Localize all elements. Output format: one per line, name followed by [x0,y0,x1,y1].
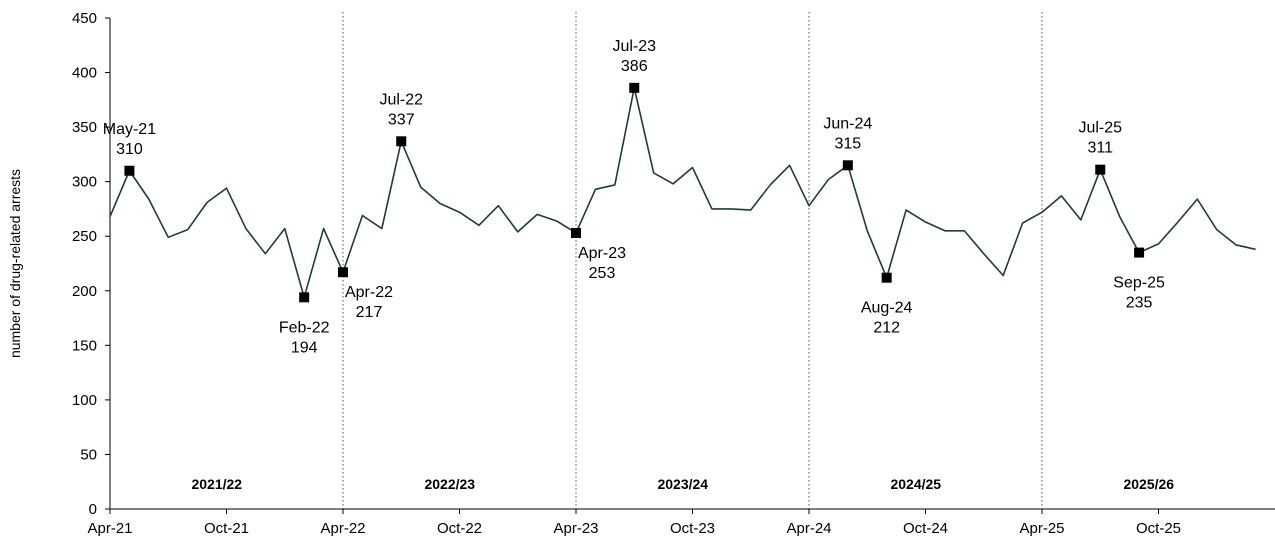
annotation-value-label: 315 [834,135,861,152]
period-dividers [342,12,1043,509]
data-point-marker [881,272,892,283]
annotation-month-label: Jun-24 [823,115,872,132]
x-tick-label: Apr-21 [87,520,132,537]
annotation-month-label: Apr-22 [345,284,393,301]
period-label: 2022/23 [424,476,475,492]
y-axis: 0 50 100 150 200 250 300 350 400 450 [72,10,111,518]
y-tick-label: 250 [72,228,97,245]
x-axis: Apr-21 Oct-21 Apr-22 Oct-22 Apr-23 Oct-23 Apr-… [87,508,1275,537]
x-tick-label: Oct-23 [670,520,715,537]
annotation-value-label: 217 [356,304,383,321]
y-axis-label: number of drug-related arrests [7,169,23,358]
x-tick-label: Apr-23 [553,520,598,537]
annotation-month-label: May-21 [103,121,156,138]
data-point-marker [629,82,640,93]
y-tick-label: 0 [89,501,97,518]
y-tick-label: 50 [80,446,97,463]
period-labels: 2021/22 2022/23 2023/24 2024/25 2025/26 [191,476,1174,492]
annotation-month-label: Jul-22 [379,91,423,108]
annotation-month-label: Jul-25 [1078,120,1122,137]
annotation-month-label: Jul-23 [612,38,656,55]
x-tick-label: Apr-25 [1019,520,1064,537]
x-tick-label: Oct-22 [437,520,482,537]
y-tick-label: 350 [72,119,97,136]
data-point-marker [571,227,581,238]
data-point-marker [124,165,135,176]
annotation-value-label: 311 [1087,140,1113,157]
annotation-markers [124,82,1145,303]
data-point-marker [842,160,853,171]
period-label: 2024/25 [890,476,941,492]
y-tick-label: 450 [72,10,97,27]
annotation-value-label: 235 [1126,295,1153,312]
data-point-marker [396,136,407,147]
annotation-value-label: 194 [291,339,318,356]
period-label: 2021/22 [191,476,242,492]
y-tick-label: 100 [72,392,97,409]
annotation-labels: May-21 310 Feb-22 194 Apr-22 217 Jul-22 337 Apr-… [103,38,1165,356]
annotation-month-label: Apr-23 [578,245,626,262]
y-tick-label: 300 [72,174,97,191]
annotation-value-label: 253 [589,265,616,282]
annotation-value-label: 337 [388,111,415,128]
annotation-value-label: 212 [873,320,900,337]
annotation-month-label: Aug-24 [861,300,913,317]
y-tick-label: 150 [72,337,97,354]
series-line-group [109,87,1256,299]
y-tick-label: 200 [72,283,97,300]
x-tick-label: Apr-22 [320,520,365,537]
period-label: 2025/26 [1123,476,1174,492]
x-tick-label: Oct-24 [903,520,948,537]
annotation-month-label: Sep-25 [1113,275,1165,292]
annotation-month-label: Feb-22 [279,319,330,336]
x-tick-label: Oct-25 [1136,520,1181,537]
x-tick-label: Oct-21 [204,520,249,537]
annotation-value-label: 386 [621,58,648,75]
series-line [109,87,1256,299]
data-point-marker [299,292,310,303]
data-point-marker [338,267,348,278]
data-point-marker [1134,247,1145,258]
x-tick-label: Apr-24 [786,520,831,537]
annotation-value-label: 310 [116,141,143,158]
y-tick-label: 400 [72,65,97,82]
data-point-marker [1095,164,1106,175]
period-label: 2023/24 [657,476,708,492]
